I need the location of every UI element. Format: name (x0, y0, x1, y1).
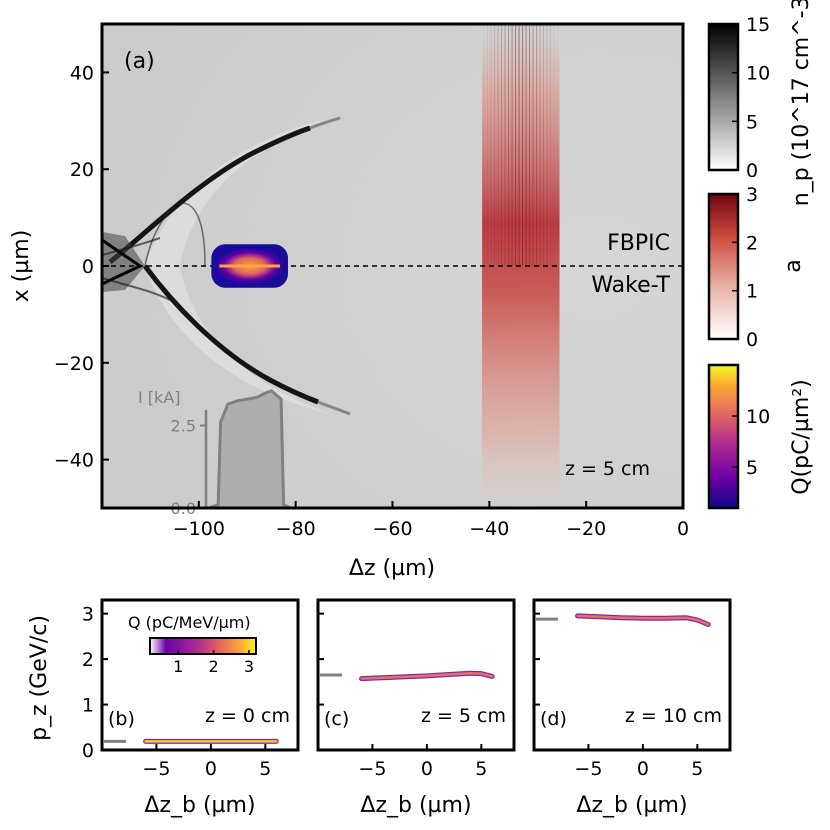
panel-a-xtick-label: −20 (566, 518, 606, 540)
bottom-xtick-label: −5 (574, 758, 602, 780)
bottom-ytick-label: 3 (82, 604, 94, 626)
label-fbpic: FBPIC (607, 231, 670, 256)
panel-a-axes: −100 −80 −60 −40 −20 0 40 20 0 −20 −40 (54, 62, 689, 540)
inset-colorbar (149, 637, 257, 655)
laser-envelope (482, 33, 560, 508)
panel-a-ylabel: x (µm) (9, 230, 34, 303)
current-inset-label: I [kA] (138, 388, 181, 407)
bottom-ytick-label: 0 (82, 740, 94, 762)
colorbar-tick-label: 5 (746, 457, 758, 479)
panel-a-ytick-label: −40 (54, 450, 94, 472)
rear-lines (102, 237, 171, 301)
inset-colorbar-tick-label: 3 (244, 657, 254, 676)
colorbar-tick-label: 0 (746, 160, 758, 182)
panel-a-label: (a) (124, 49, 155, 74)
panel-a: I [kA] 0.02.5 (a) FBPIC Wake-T z = 5 cm … (9, 22, 689, 581)
panel-d: (d) z = 10 cm Δz_b (µm) (532, 598, 732, 818)
panel-b-label: (b) (108, 708, 135, 730)
electron-bunch (211, 244, 288, 288)
bottom-xtick-label: 5 (475, 758, 487, 780)
panel-a-ytick-label: 40 (70, 62, 94, 84)
bottom-xtick-label: 5 (691, 758, 703, 780)
bottom-xtick-label: 5 (259, 758, 271, 780)
current-inset-tick-label: 2.5 (171, 417, 196, 436)
panel-d-frame (532, 598, 732, 752)
colorbar-charge (707, 363, 740, 510)
panel-b-ylabel: p_z (GeV/c) (27, 615, 52, 741)
bottom-xtick-label: −5 (358, 758, 386, 780)
panel-a-xtick-label: 0 (677, 518, 689, 540)
inset-colorbar-tick-label: 2 (209, 657, 219, 676)
panel-a-xtick-label: −100 (173, 518, 225, 540)
colorbar-tick-label: 15 (746, 14, 770, 36)
panel-a-xtick-label: −60 (372, 518, 412, 540)
bottom-ytick-label: 2 (82, 649, 94, 671)
colorbar-charge-label: Q(pC/µm²) (789, 379, 814, 494)
panel-d-xlabel: Δz_b (µm) (576, 793, 687, 818)
panel-d-label: (d) (540, 708, 567, 730)
inset-colorbar-label: Q (pC/MeV/µm) (128, 613, 251, 632)
lower-sheath (142, 264, 319, 405)
phase-space-core (576, 614, 710, 626)
panel-c-label: (c) (324, 708, 349, 730)
colorbar-tick-label: 5 (746, 111, 758, 133)
upper-sheath-fade (309, 116, 341, 130)
current-inset: I [kA] 0.02.5 (138, 388, 292, 518)
colorbar-tick-label: 10 (746, 63, 770, 85)
colorbar-tick-label: 3 (746, 184, 758, 206)
bottom-ytick-label: 1 (82, 695, 94, 717)
panel-c: (c) z = 5 cm Δz_b (µm) (316, 598, 516, 818)
label-waket: Wake-T (591, 273, 670, 298)
panel-b-xlabel: Δz_b (µm) (144, 793, 255, 818)
panel-b: Q (pC/MeV/µm) 1 2 3 (b) z = 0 cm Δz_b (µm)… (27, 598, 300, 818)
bottom-xtick-label: 0 (637, 758, 649, 780)
colorbar-tick-label: 1 (746, 281, 758, 303)
colorbar-laser-label: a (781, 259, 806, 272)
inner-filament (144, 202, 206, 267)
panel-a-xlabel: Δz (µm) (349, 556, 435, 581)
panel-a-xtick-label: −80 (276, 518, 316, 540)
colorbar-tick-label: 2 (746, 232, 758, 254)
bottom-axes: −5 0 5 0 1 2 3 −5 0 5 −5 0 5 (82, 604, 703, 780)
panel-b-frame (100, 598, 300, 752)
inset-colorbar-tick-label: 1 (173, 657, 183, 676)
colorbar-density-label: n_p (10^17 cm^-3) (789, 0, 814, 206)
colorbar-tick-label: 10 (746, 406, 770, 428)
phase-space-core (360, 671, 494, 680)
bottom-xtick-label: 0 (205, 758, 217, 780)
panel-c-annotation: z = 5 cm (421, 705, 506, 727)
upper-sheath (108, 125, 311, 264)
colorbar-tick-label: 0 (746, 329, 758, 351)
panel-d-annotation: z = 10 cm (625, 705, 722, 727)
panel-c-xlabel: Δz_b (µm) (360, 793, 471, 818)
current-profile-line (208, 389, 292, 510)
bottom-xtick-label: −5 (142, 758, 170, 780)
panel-a-ytick-label: 0 (82, 256, 94, 278)
laser-pulse (482, 24, 560, 508)
panel-a-annotation: z = 5 cm (565, 458, 650, 480)
colorbar-density (707, 22, 740, 172)
current-profile-fill (208, 390, 291, 508)
plasma-wake (102, 24, 560, 508)
bottom-xtick-label: 0 (421, 758, 433, 780)
panel-a-ytick-label: 20 (70, 159, 94, 181)
panel-a-xtick-label: −40 (469, 518, 509, 540)
lower-sheath-fade (317, 400, 351, 416)
panel-a-ytick-label: −20 (54, 353, 94, 375)
panel-b-annotation: z = 0 cm (205, 705, 290, 727)
colorbar-laser (707, 192, 740, 341)
